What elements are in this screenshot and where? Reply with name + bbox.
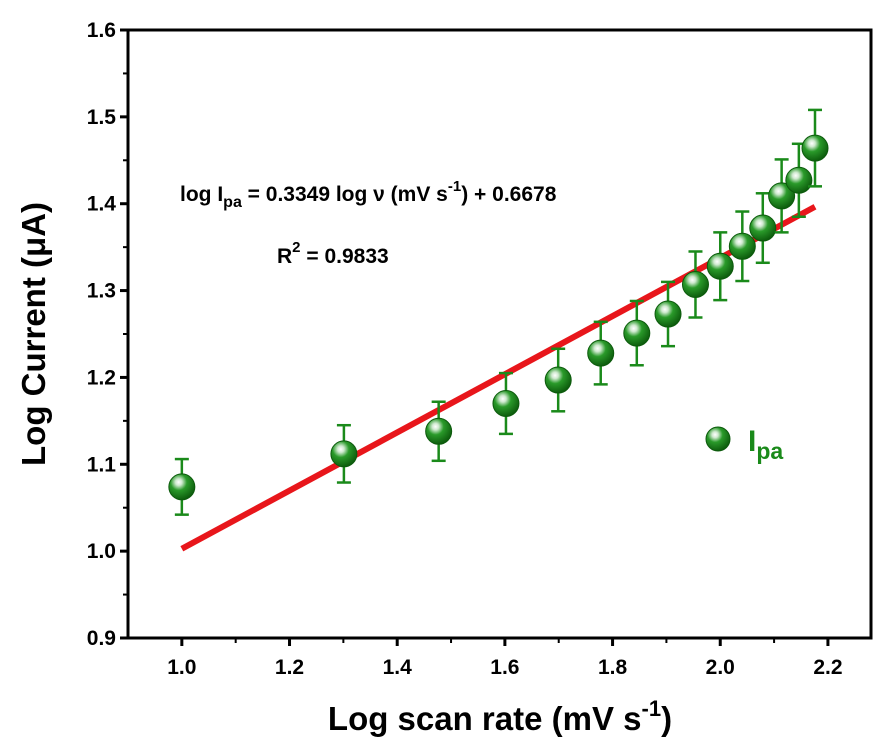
- point-marker: [623, 319, 651, 347]
- data-point: [425, 400, 453, 463]
- y-tick-label: 1.5: [87, 106, 117, 129]
- data-point: [681, 250, 709, 319]
- r-squared-annotation: R2 = 0.9833: [277, 239, 389, 268]
- y-tick-label: 1.6: [87, 19, 116, 42]
- x-axis: 1.0 1.2 1.4 1.6 1.8 2.0 2.2: [167, 638, 843, 679]
- point-marker: [681, 270, 709, 298]
- x-tick-label: 1.0: [167, 656, 196, 679]
- y-tick-label: 1.2: [87, 366, 116, 389]
- data-point: [768, 158, 796, 234]
- legend-marker: [705, 426, 731, 452]
- point-marker: [330, 440, 358, 468]
- data-point: [728, 210, 756, 283]
- data-point: [654, 280, 682, 348]
- y-tick-label: 1.1: [87, 453, 117, 476]
- x-tick-label: 1.8: [598, 656, 628, 679]
- x-tick-label: 1.6: [490, 656, 519, 679]
- x-axis-title: Log scan rate (mV s-1): [328, 696, 672, 737]
- y-tick-label: 1.0: [87, 540, 116, 563]
- x-tick-label: 1.2: [275, 656, 304, 679]
- point-marker: [728, 232, 756, 260]
- point-marker: [587, 339, 615, 367]
- y-axis-title: Log Current (μA): [15, 202, 52, 466]
- legend: Ipa: [705, 425, 783, 464]
- x-tick-label: 1.4: [383, 656, 413, 679]
- point-marker: [768, 182, 796, 210]
- data-point: [544, 347, 572, 413]
- y-tick-label: 1.4: [87, 193, 117, 216]
- point-marker: [749, 214, 777, 242]
- point-marker: [492, 389, 520, 417]
- data-point: [749, 192, 777, 265]
- data-point: [785, 142, 813, 218]
- point-marker: [425, 417, 453, 445]
- point-marker: [801, 134, 829, 162]
- data-point: [168, 457, 196, 516]
- data-point: [801, 108, 829, 188]
- y-tick-label: 0.9: [87, 627, 116, 650]
- data-point: [587, 320, 615, 386]
- x-tick-label: 2.0: [706, 656, 735, 679]
- data-points: [168, 108, 829, 516]
- data-point: [330, 423, 358, 484]
- data-point: [706, 231, 734, 302]
- y-axis: 0.9 1.0 1.1 1.2 1.3 1.4 1.5 1.6: [87, 19, 128, 650]
- point-marker: [544, 366, 572, 394]
- y-tick-label: 1.3: [87, 280, 116, 303]
- point-marker: [785, 166, 813, 194]
- x-tick-label: 2.2: [813, 656, 842, 679]
- point-marker: [168, 473, 196, 501]
- equation-annotation: log Ipa = 0.3349 log ν (mV s-1) + 0.6678: [180, 178, 557, 211]
- plot-frame: [126, 28, 873, 640]
- data-point: [492, 371, 520, 436]
- point-marker: [706, 252, 734, 280]
- data-point: [623, 299, 651, 367]
- legend-label: Ipa: [748, 425, 783, 464]
- point-marker: [654, 300, 682, 328]
